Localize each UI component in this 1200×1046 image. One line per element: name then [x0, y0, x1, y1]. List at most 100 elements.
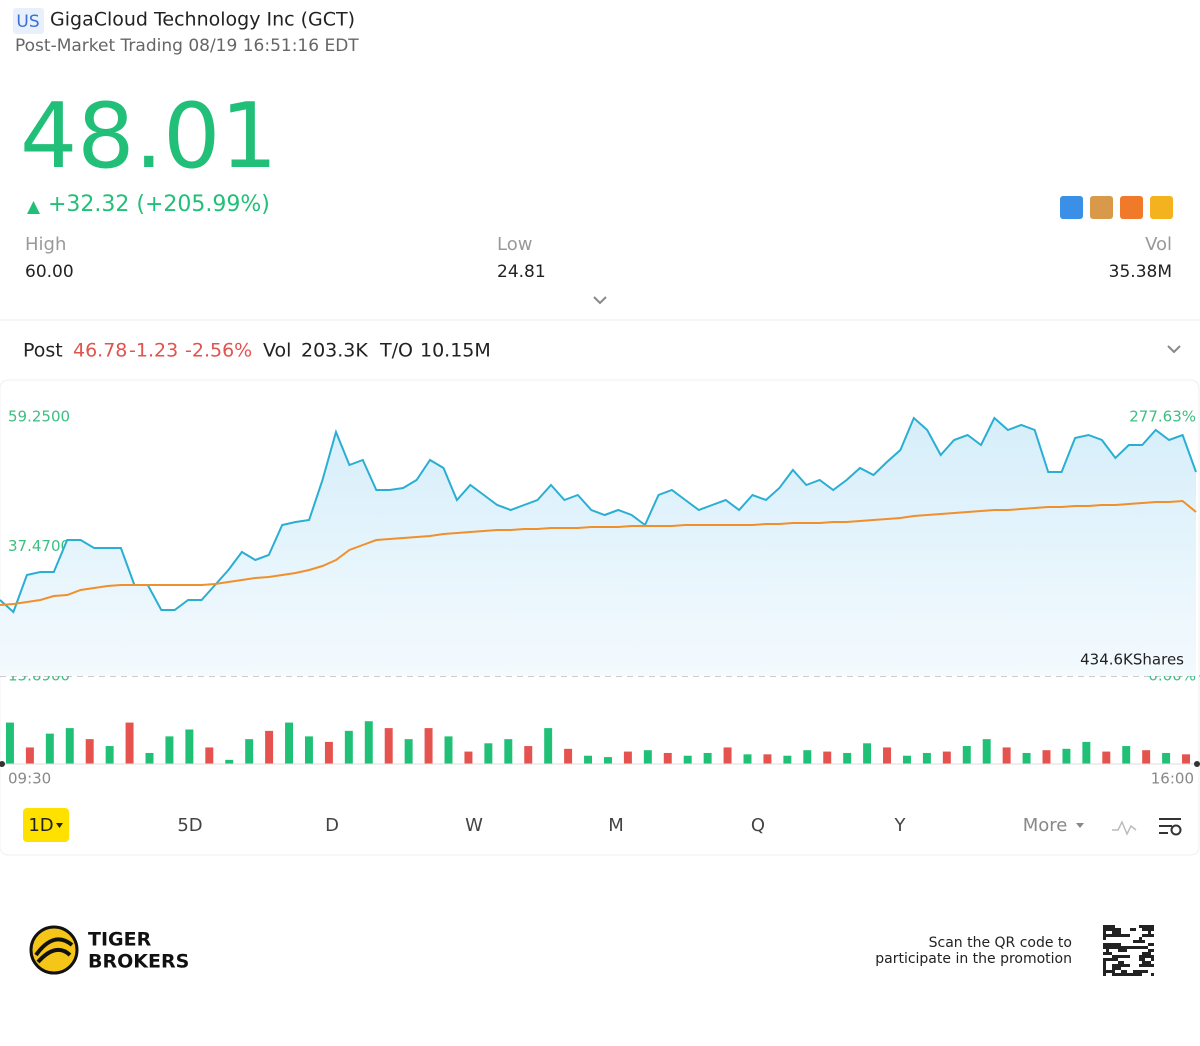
volume-bar	[643, 750, 652, 764]
market-badge	[13, 8, 44, 34]
tab[interactable]: W	[465, 815, 483, 836]
volume-bar	[324, 741, 333, 764]
qr-cell	[1121, 934, 1124, 937]
qr-cell	[1106, 943, 1109, 946]
promo-text: participate in the promotion	[875, 951, 1072, 967]
qr-cell	[1103, 961, 1106, 964]
qr-cell	[1103, 931, 1106, 934]
qr-cell	[1106, 934, 1109, 937]
qr-cell	[1112, 931, 1115, 934]
qr-cell	[1112, 946, 1115, 949]
volume-bar	[962, 746, 971, 764]
qr-cell	[1115, 946, 1118, 949]
post-vol: 203.3K	[301, 340, 368, 362]
tab[interactable]: M	[608, 815, 624, 836]
volume-bar	[823, 751, 832, 764]
volume-bar	[5, 722, 14, 764]
qr-cell	[1145, 952, 1148, 955]
tab[interactable]: More	[1023, 815, 1068, 836]
volume-bar	[843, 752, 852, 764]
tab[interactable]: 1D	[28, 815, 53, 836]
volume-bar	[105, 746, 114, 764]
volume-bar	[304, 736, 313, 764]
volume-bar	[205, 747, 214, 764]
qr-cell	[1103, 967, 1106, 970]
qr-cell	[1148, 961, 1151, 964]
qr-cell	[1109, 952, 1112, 955]
logo-stripes	[34, 937, 74, 964]
qr-cell	[1145, 934, 1148, 937]
qr-cell	[1118, 955, 1121, 958]
volume-bar	[922, 752, 931, 764]
stat-label: Low	[497, 234, 532, 255]
settings-icon[interactable]	[1159, 818, 1182, 836]
qr-cell	[1142, 934, 1145, 937]
qr-cell	[1148, 928, 1151, 931]
qr-cell	[1145, 925, 1148, 928]
volume-bar	[444, 736, 453, 764]
qr-cell	[1118, 946, 1121, 949]
qr-cell	[1103, 964, 1106, 967]
qr-cell	[1118, 967, 1121, 970]
qr-cell	[1145, 961, 1148, 964]
qr-cell	[1121, 955, 1124, 958]
qr-cell	[1118, 961, 1121, 964]
qr-cell	[1112, 928, 1115, 931]
market: US	[16, 12, 39, 32]
chart: 59.250037.470015.6900277.63%138.81%0.00%…	[0, 408, 1200, 788]
qr-cell	[1139, 955, 1142, 958]
qr-cell	[1148, 925, 1151, 928]
tab[interactable]: D	[325, 815, 339, 836]
volume-bar	[285, 722, 294, 764]
icon	[1150, 196, 1173, 219]
qr-cell	[1151, 955, 1154, 958]
qr-cell	[1103, 943, 1106, 946]
qr-cell	[1115, 943, 1118, 946]
volume-bar	[564, 748, 573, 764]
stat-label: High	[25, 234, 66, 255]
qr-cell	[1139, 925, 1142, 928]
tab-caret	[56, 823, 63, 828]
qr-cell	[1109, 943, 1112, 946]
qr-cell	[1151, 934, 1154, 937]
post-to: 10.15M	[420, 340, 491, 362]
tab[interactable]: 5D	[177, 815, 202, 836]
qr-cell	[1103, 937, 1106, 940]
qr-cell	[1115, 973, 1118, 976]
qr-cell	[1133, 928, 1136, 931]
qr-cell	[1133, 946, 1136, 949]
indicator-icon[interactable]	[1112, 820, 1137, 836]
cursor-dot	[1194, 761, 1200, 767]
brand: TIGER	[88, 929, 152, 951]
qr-cell	[1142, 952, 1145, 955]
qr-cell	[1112, 967, 1115, 970]
qr-cell	[1136, 940, 1139, 943]
qr-cell	[1118, 931, 1121, 934]
qr-cell	[1127, 955, 1130, 958]
tab[interactable]: Y	[894, 815, 907, 836]
qr-cell	[1145, 928, 1148, 931]
qr-cell	[1112, 970, 1115, 973]
qr-cell	[1115, 931, 1118, 934]
expand-button[interactable]	[593, 296, 607, 305]
qr-cell	[1133, 940, 1136, 943]
volume-bar	[1122, 746, 1131, 764]
volume-bar	[763, 754, 772, 764]
qr-cell	[1151, 943, 1154, 946]
qr-cell	[1127, 964, 1130, 967]
qr-cell	[1148, 949, 1151, 952]
tab[interactable]: Q	[751, 815, 765, 836]
qr-cell	[1109, 970, 1112, 973]
qr-cell	[1106, 946, 1109, 949]
qr-cell	[1115, 967, 1118, 970]
qr-cell	[1139, 937, 1142, 940]
post-expand[interactable]	[1167, 345, 1181, 354]
qr-cell	[1142, 958, 1145, 961]
qr-cell	[1121, 964, 1124, 967]
qr-cell	[1109, 934, 1112, 937]
qr-cell	[1121, 961, 1124, 964]
qr-cell	[1109, 925, 1112, 928]
x-tick-label: 16:00	[1151, 770, 1194, 788]
volume-bar	[384, 728, 393, 764]
